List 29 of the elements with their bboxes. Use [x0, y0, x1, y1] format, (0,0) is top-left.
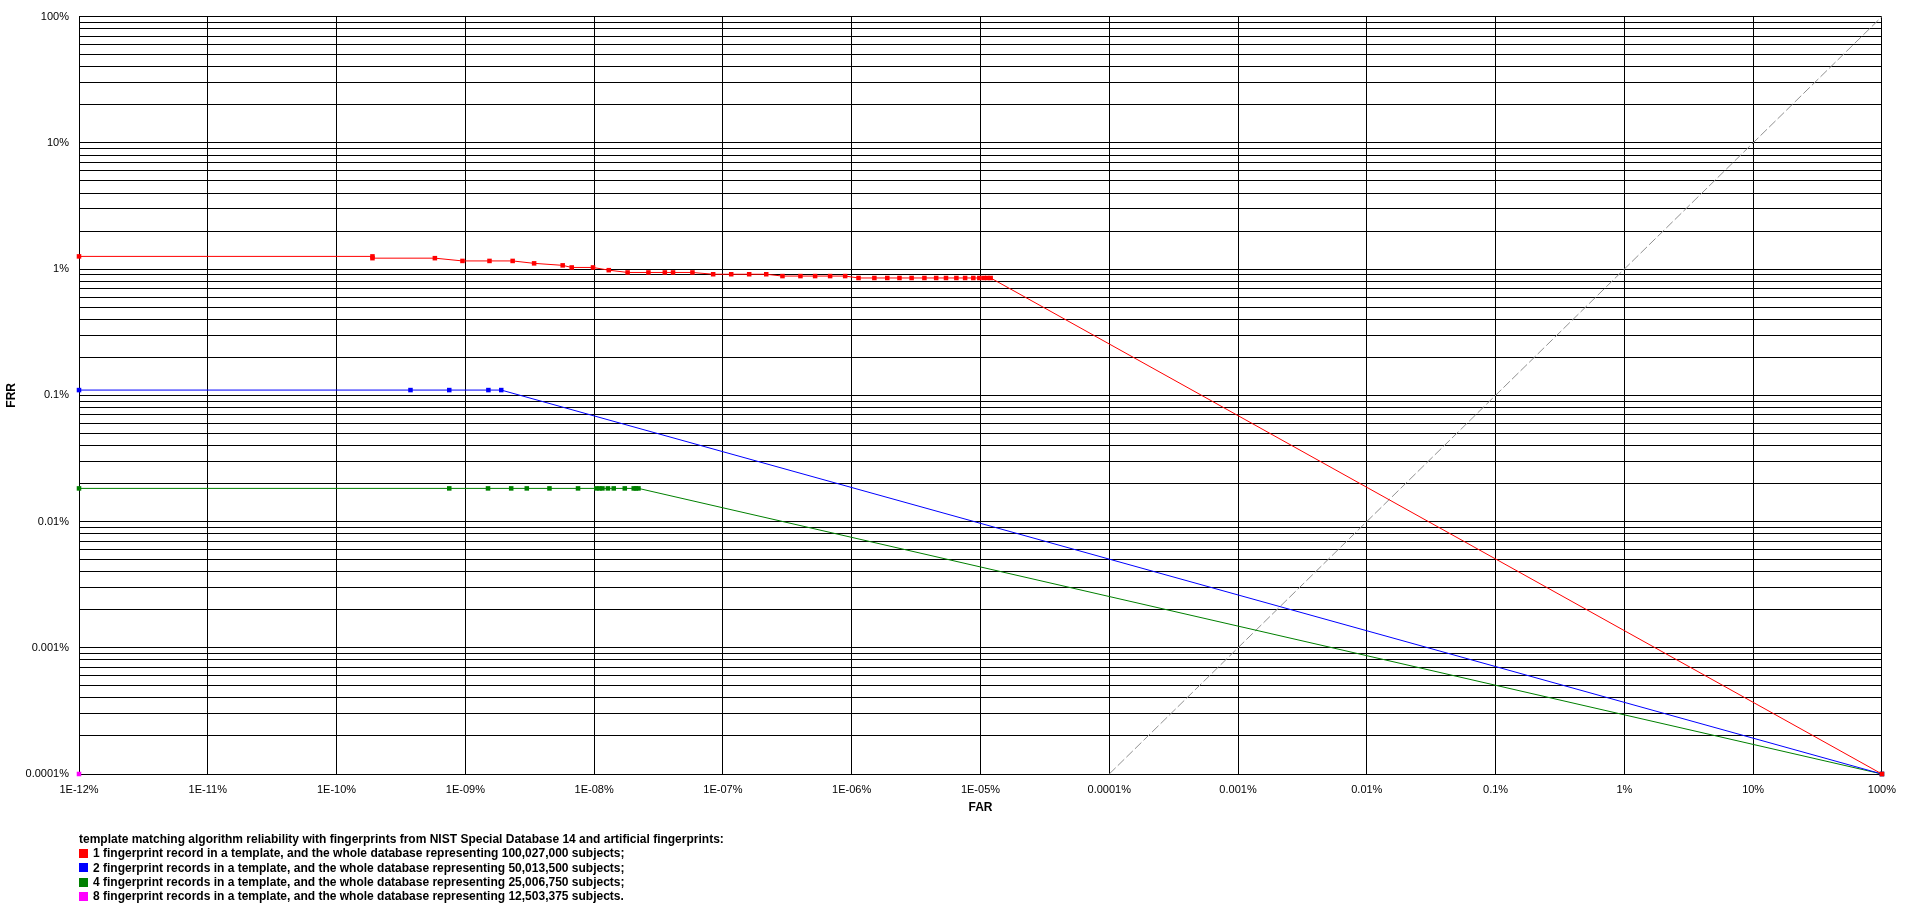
legend-title: template matching algorithm reliability with fingerprints from NIST Special Database 14 and artificial fingerprints:	[79, 832, 724, 847]
x-tick-label: 0.0001%	[1087, 782, 1132, 795]
x-tick-label: 0.1%	[1483, 782, 1509, 795]
x-tick-label: 1E-09%	[445, 782, 486, 795]
y-tick-label: 0.01%	[37, 514, 70, 527]
y-axis-title: FRR	[3, 382, 18, 408]
y-tick-label: 0.0001%	[25, 767, 70, 780]
legend-label: 4 fingerprint records in a template, and the whole database representing 25,006,750 subjects;	[93, 874, 625, 890]
y-tick-label: 0.1%	[43, 388, 70, 401]
legend-label: 2 fingerprint records in a template, and the whole database representing 50,013,500 subjects;	[93, 860, 625, 875]
x-axis-title: FAR	[968, 800, 993, 815]
x-tick-label: 10%	[1742, 782, 1765, 795]
x-tick-label: 1E-05%	[960, 782, 1001, 795]
x-tick-label: 0.001%	[1219, 782, 1257, 795]
x-tick-label: 1E-10%	[316, 782, 357, 795]
x-tick-label: 1%	[1616, 782, 1633, 795]
x-tick-label: 1E-12%	[59, 782, 99, 795]
x-tick-label: 0.01%	[1351, 782, 1383, 795]
x-tick-label: 1E-11%	[188, 782, 228, 795]
legend-label: 1 fingerprint record in a template, and the whole database representing 100,027,000 subjects;	[93, 846, 625, 861]
y-tick-label: 100%	[40, 9, 70, 22]
x-tick-label: 1E-08%	[574, 782, 614, 795]
x-tick-label: 1E-06%	[832, 782, 872, 795]
y-tick-label: 0.001%	[31, 640, 70, 653]
legend-label: 8 fingerprint records in a template, and the whole database representing 12,503,375 subjects.	[93, 889, 624, 904]
x-tick-label: 1E-07%	[703, 782, 743, 795]
y-tick-label: 1%	[53, 262, 70, 275]
y-tick-label: 10%	[46, 135, 70, 148]
x-tick-label: 100%	[1867, 782, 1897, 795]
